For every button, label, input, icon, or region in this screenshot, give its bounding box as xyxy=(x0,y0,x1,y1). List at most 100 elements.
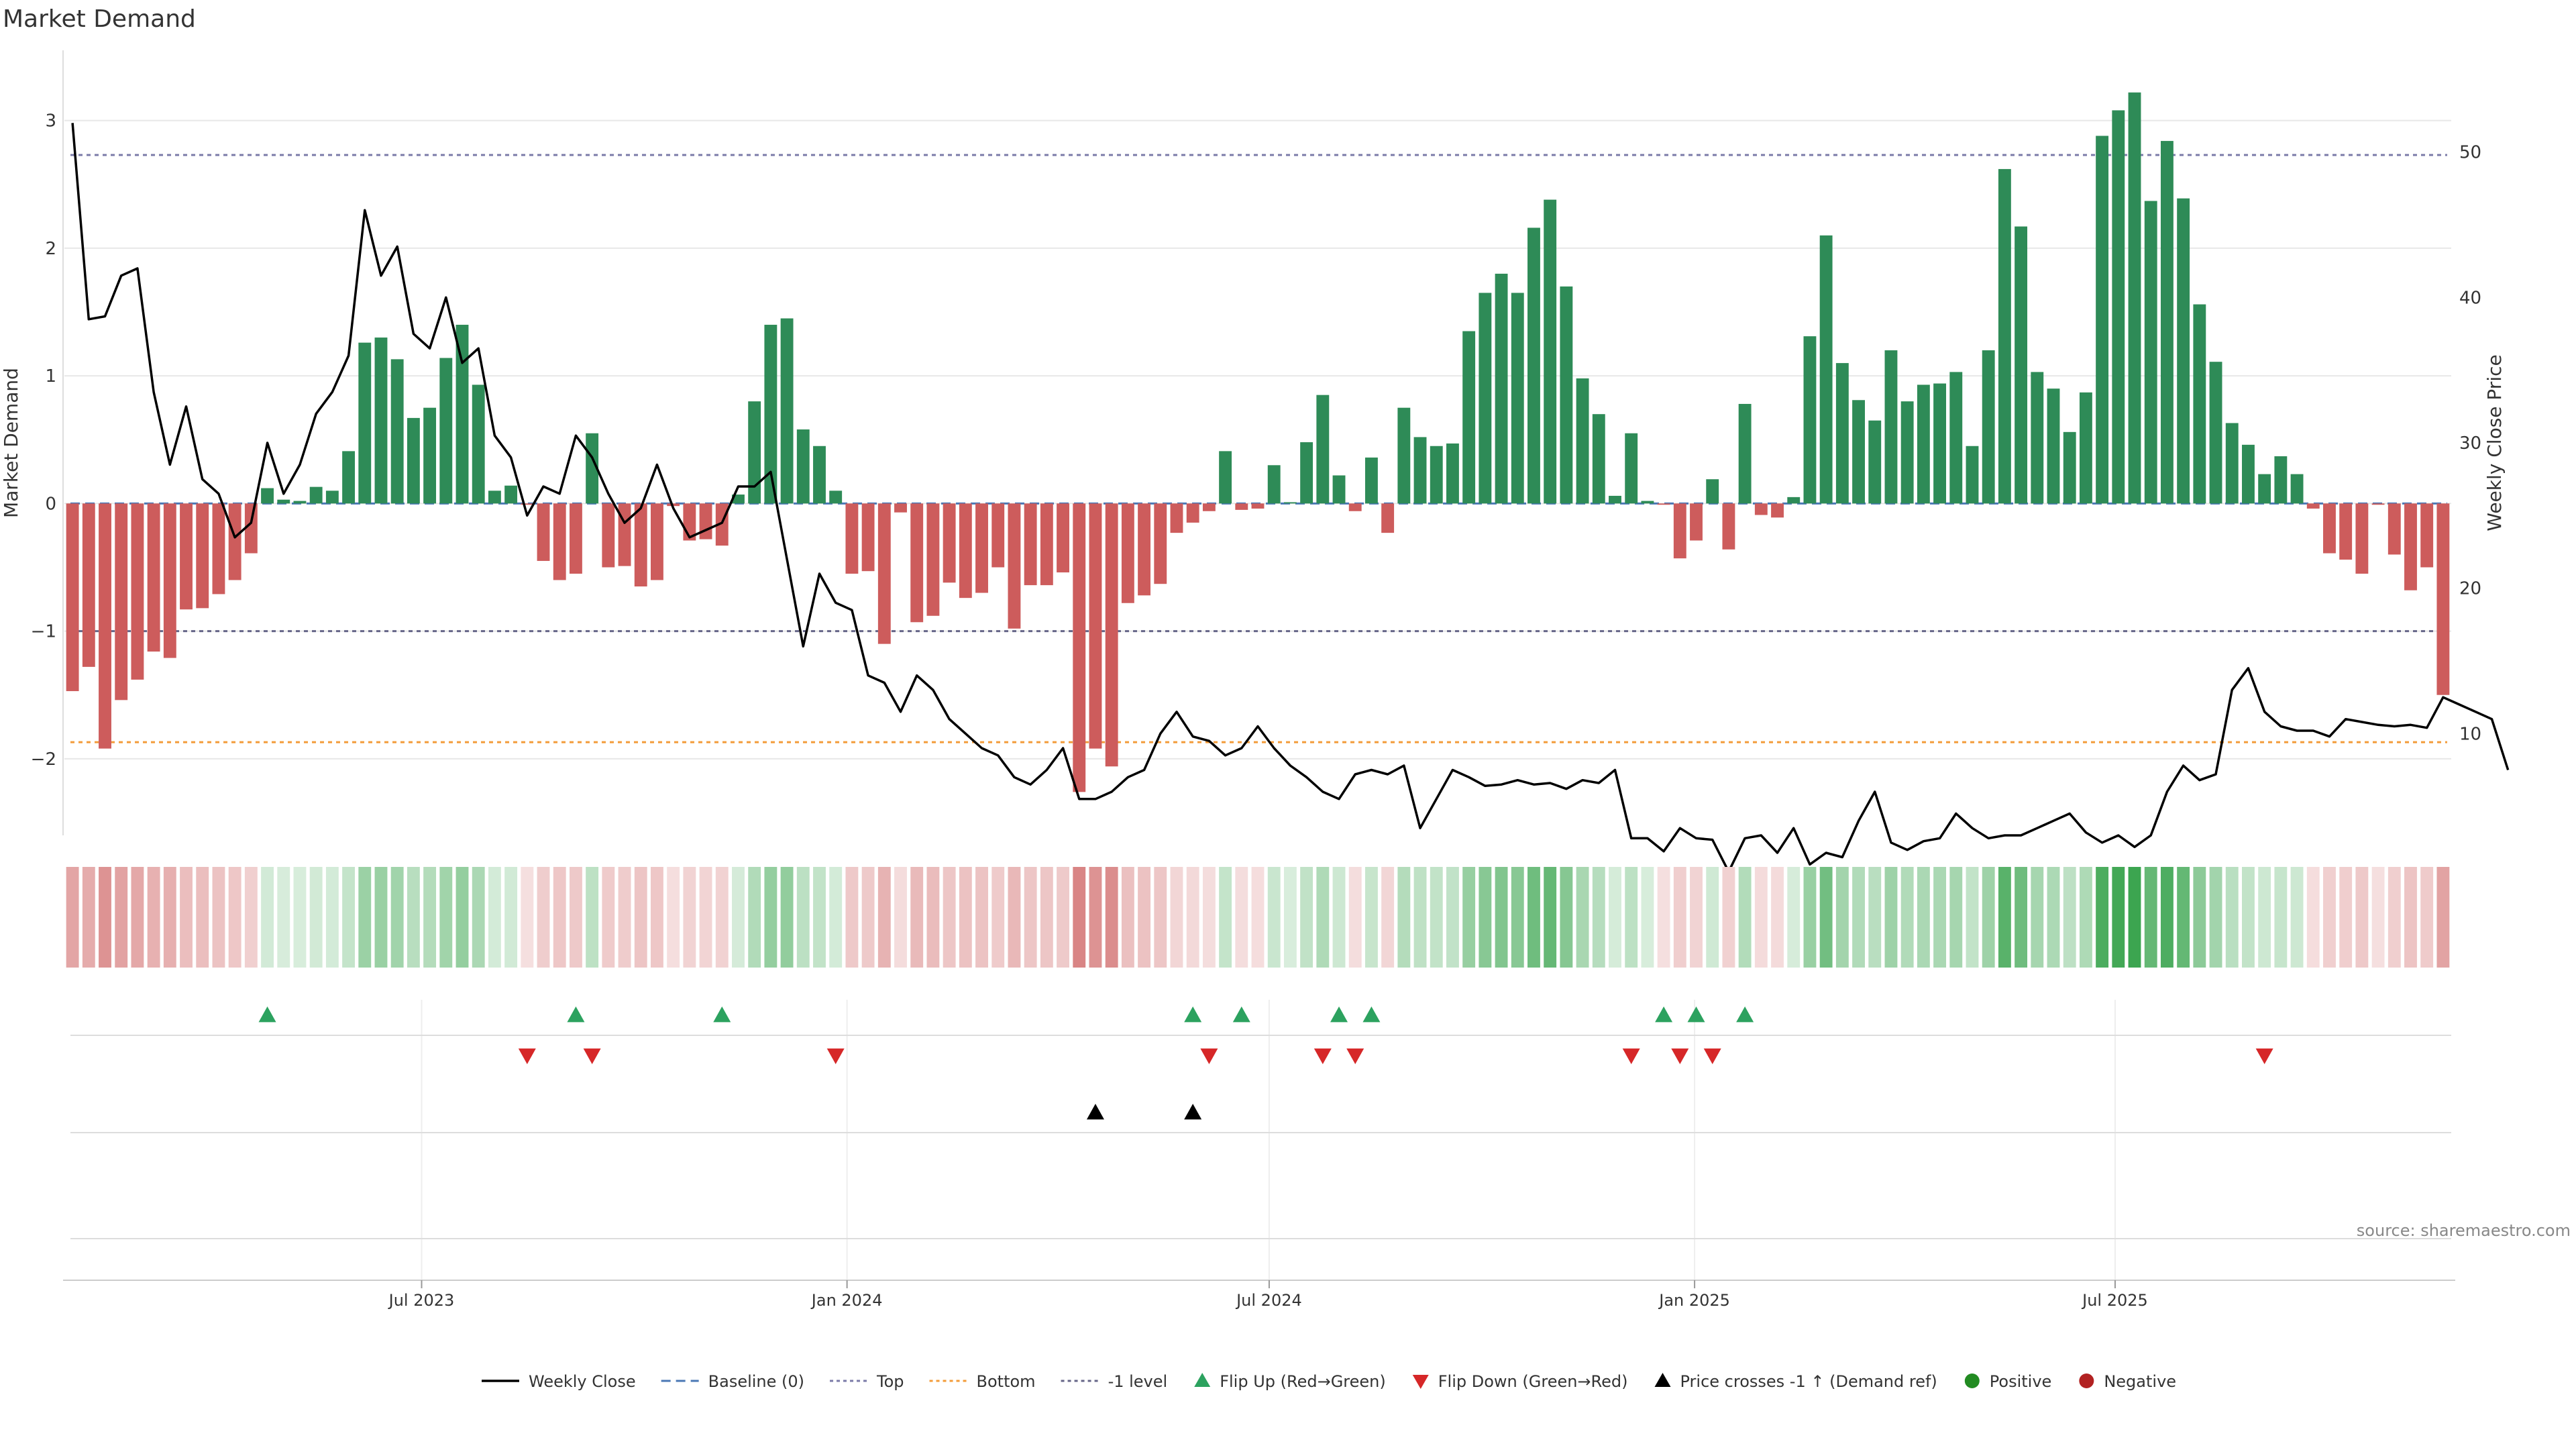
demand-bar xyxy=(1300,442,1313,504)
demand-bar xyxy=(131,503,144,680)
y-left-tick-label: 1 xyxy=(45,366,56,386)
demand-bar xyxy=(1544,199,1557,504)
demand-bar xyxy=(2015,226,2028,504)
heat-cell xyxy=(2225,867,2239,968)
heat-cell xyxy=(1835,867,1849,968)
heat-cell xyxy=(277,867,290,968)
heat-cell xyxy=(212,867,225,968)
demand-bar xyxy=(1332,475,1346,504)
heat-cell xyxy=(1852,867,1865,968)
demand-bar xyxy=(894,503,907,513)
heat-cell xyxy=(2112,867,2125,968)
demand-bar xyxy=(374,338,388,504)
flip-down-marker xyxy=(1622,1048,1640,1064)
heat-cell xyxy=(2128,867,2141,968)
y-right-tick-label: 10 xyxy=(2459,724,2481,744)
demand-bar xyxy=(277,499,290,504)
flip-up-marker xyxy=(1736,1006,1754,1023)
flip-down-marker xyxy=(518,1048,536,1064)
demand-bar xyxy=(1738,403,1752,504)
heat-cell xyxy=(537,867,550,968)
demand-bar xyxy=(358,342,372,504)
x-tick-label: Jul 2024 xyxy=(1235,1291,1302,1310)
heat-cell xyxy=(2047,867,2060,968)
heat-cell xyxy=(1641,867,1654,968)
heat-cell xyxy=(163,867,176,968)
heat-cell xyxy=(2339,867,2353,968)
heat-cell xyxy=(2079,867,2092,968)
heat-cell xyxy=(813,867,826,968)
demand-bar xyxy=(1138,503,1151,596)
demand-bar xyxy=(1121,503,1134,603)
y-left-tick-label: 2 xyxy=(45,239,56,259)
legend-label: Positive xyxy=(1990,1372,2052,1391)
demand-bar xyxy=(1560,286,1573,504)
demand-bar xyxy=(1479,293,1492,504)
demand-bar xyxy=(147,503,160,652)
demand-bar xyxy=(1267,465,1281,504)
heat-cell xyxy=(472,867,485,968)
demand-bar xyxy=(2193,304,2206,504)
demand-bar xyxy=(1527,227,1540,504)
demand-bar xyxy=(261,488,274,504)
heat-cell xyxy=(504,867,518,968)
demand-bar xyxy=(1348,503,1362,511)
heat-cell xyxy=(1057,867,1069,968)
axis-ticks: −2 −1 0 1 2 3 10 20 30 40 50 xyxy=(31,50,2481,835)
heat-cell xyxy=(228,867,241,968)
heat-cell xyxy=(2371,867,2385,968)
legend-label: Flip Up (Red→Green) xyxy=(1220,1372,1386,1391)
demand-bar xyxy=(1754,503,1768,515)
heat-cell xyxy=(342,867,356,968)
heat-cell xyxy=(1413,867,1427,968)
heat-cell xyxy=(1933,867,1947,968)
heat-cell xyxy=(1706,867,1719,968)
demand-bar xyxy=(1316,395,1330,504)
demand-bar xyxy=(1690,503,1703,541)
price-line-layer xyxy=(71,123,2510,873)
demand-bar xyxy=(959,503,972,599)
heat-cell xyxy=(796,867,810,968)
chart-title: Market Demand xyxy=(3,5,196,33)
heat-cell xyxy=(975,867,988,968)
demand-bar xyxy=(1430,446,1443,504)
heat-cell xyxy=(634,867,647,968)
y-left-axis-label: Market Demand xyxy=(0,368,22,518)
heat-cell xyxy=(926,867,940,968)
heat-cell xyxy=(1738,867,1752,968)
heat-cell xyxy=(764,867,777,968)
demand-bar xyxy=(1835,363,1849,504)
demand-bar xyxy=(2079,392,2092,504)
demand-bar xyxy=(2242,444,2255,504)
demand-bar xyxy=(1283,502,1297,504)
demand-bar xyxy=(2371,503,2385,505)
demand-bar xyxy=(1609,495,1621,504)
heat-cell xyxy=(1511,867,1524,968)
heat-cell xyxy=(1267,867,1281,968)
demand-bar xyxy=(2128,92,2141,504)
heat-cell xyxy=(2258,867,2271,968)
heat-cell xyxy=(407,867,420,968)
y-right-axis-label: Weekly Close Price xyxy=(2483,354,2506,531)
legend-label: Flip Down (Green→Red) xyxy=(1438,1372,1628,1391)
y-right-tick-label: 40 xyxy=(2459,288,2481,308)
demand-bar xyxy=(1625,433,1638,504)
legend-swatch-flip-down xyxy=(1412,1375,1429,1389)
heat-cell xyxy=(325,867,339,968)
demand-bar xyxy=(1884,350,1898,504)
flip-up-marker xyxy=(1655,1006,1673,1023)
heat-cell xyxy=(1592,867,1605,968)
heat-cell xyxy=(2160,867,2174,968)
heat-cell xyxy=(683,867,696,968)
heat-cell xyxy=(147,867,160,968)
heat-cell xyxy=(553,867,566,968)
demand-bar xyxy=(1219,451,1232,504)
heat-cell xyxy=(1462,867,1476,968)
heat-cell xyxy=(1300,867,1313,968)
heat-cell xyxy=(1982,867,1995,968)
heat-cell xyxy=(2144,867,2157,968)
heat-cell xyxy=(2031,867,2044,968)
demand-bar xyxy=(1251,503,1265,509)
heat-cell xyxy=(1673,867,1686,968)
flip-up-marker xyxy=(567,1006,585,1023)
